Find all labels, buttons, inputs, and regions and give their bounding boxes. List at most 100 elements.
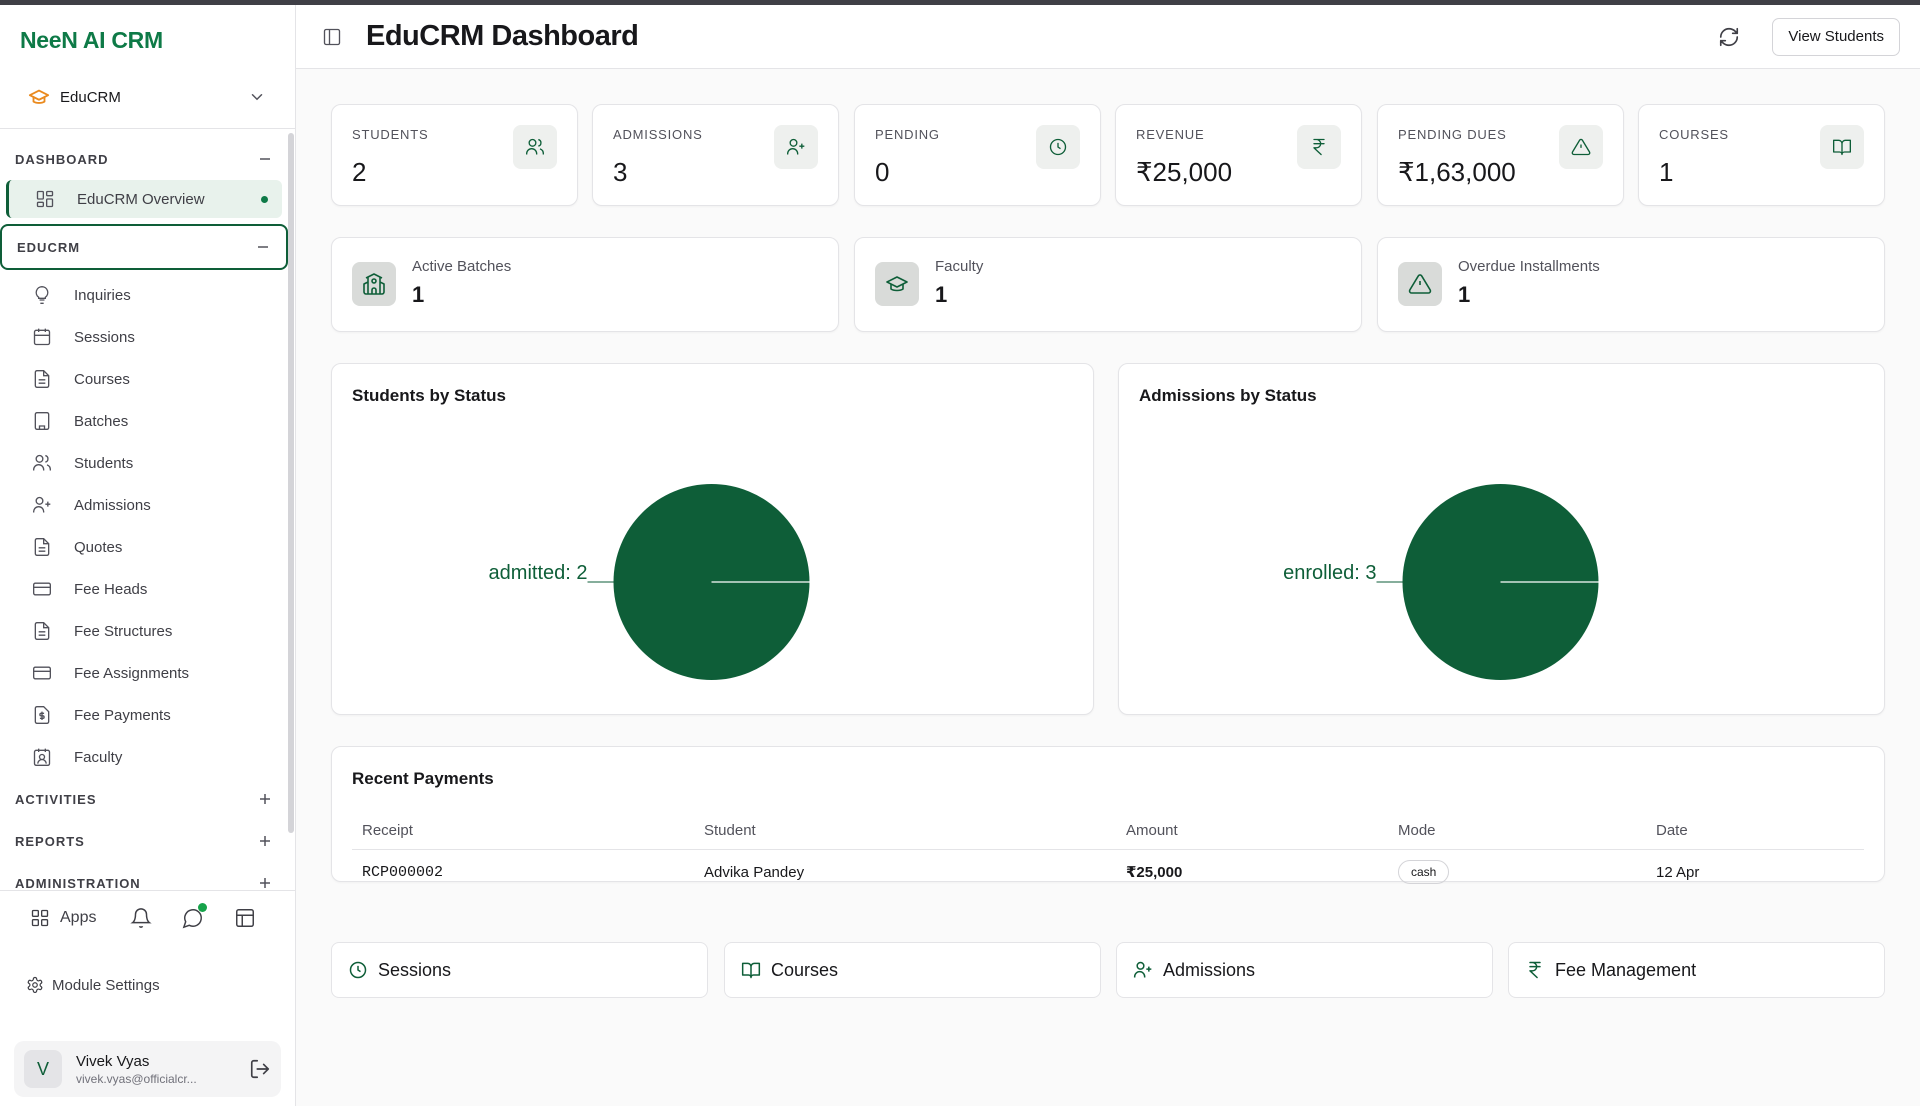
brand-logo[interactable]: NeeN AI CRM (20, 27, 163, 53)
mini-stat-label: Overdue Installments (1458, 258, 1600, 275)
clock-icon (1036, 125, 1080, 169)
chart-card-admissions-by-status: Admissions by Status enrolled: 3 (1118, 363, 1885, 715)
column-header-student[interactable]: Student (694, 813, 1116, 850)
sidebar-item-fee-structures[interactable]: Fee Structures (0, 610, 288, 652)
section-educrm-header[interactable]: EDUCRM (0, 224, 288, 270)
logout-icon[interactable] (249, 1058, 271, 1080)
apps-button[interactable]: Apps (30, 908, 96, 928)
top-header: EduCRM Dashboard View Students (296, 5, 1920, 69)
workspace-selector[interactable]: EduCRM (18, 73, 276, 121)
sidebar-item-quotes[interactable]: Quotes (0, 526, 288, 568)
mini-card-overdue-installments[interactable]: Overdue Installments 1 (1377, 237, 1885, 332)
receipt-dollar-icon (32, 705, 52, 725)
stat-card-admissions[interactable]: ADMISSIONS 3 (592, 104, 839, 206)
credit-card-icon (32, 663, 52, 683)
cell-student: Advika Pandey (704, 863, 805, 881)
collapse-icon (257, 151, 273, 167)
stat-card-revenue[interactable]: REVENUE ₹25,000 (1115, 104, 1362, 206)
quick-link-fee-management[interactable]: Fee Management (1508, 942, 1885, 998)
sidebar-item-inquiries[interactable]: Inquiries (0, 274, 288, 316)
chat-icon[interactable] (182, 903, 208, 929)
apps-grid-icon (30, 908, 50, 928)
module-settings-link[interactable]: Module Settings (0, 965, 295, 1005)
book-icon (1820, 125, 1864, 169)
table-header-row: Receipt Student Amount Mode Date (352, 813, 1864, 850)
column-header-amount[interactable]: Amount (1116, 813, 1388, 850)
column-header-date[interactable]: Date (1646, 813, 1864, 850)
sidebar-item-batches[interactable]: Batches (0, 400, 288, 442)
sidebar-item-label: Admissions (74, 496, 151, 514)
user-plus-icon (774, 125, 818, 169)
stat-value: ₹25,000 (1136, 157, 1233, 187)
cell-receipt: RCP000002 (362, 863, 444, 881)
sidebar-item-admissions[interactable]: Admissions (0, 484, 288, 526)
apps-label: Apps (60, 909, 97, 926)
stat-card-students[interactable]: STUDENTS 2 (331, 104, 578, 206)
sidebar-item-courses[interactable]: Courses (0, 358, 288, 400)
avatar: V (24, 1050, 62, 1088)
layout-icon[interactable] (234, 907, 256, 929)
mini-stat-value: 1 (1458, 282, 1471, 307)
user-profile-card[interactable]: V Vivek Vyas vivek.vyas@officialcr... (14, 1041, 281, 1097)
mini-stat-label: Active Batches (412, 258, 512, 275)
section-reports-header[interactable]: REPORTS (0, 820, 288, 862)
mini-card-faculty[interactable]: Faculty 1 (854, 237, 1362, 332)
recent-payments-title: Recent Payments (352, 769, 494, 788)
sidebar-item-faculty[interactable]: Faculty (0, 736, 288, 778)
mini-stat-label: Faculty (935, 258, 984, 275)
pie-slice-label: enrolled: 3 (1283, 562, 1376, 584)
module-settings-label: Module Settings (52, 976, 160, 994)
section-title: DASHBOARD (15, 151, 109, 167)
quick-link-admissions[interactable]: Admissions (1116, 942, 1493, 998)
warning-icon (1559, 125, 1603, 169)
stat-label: STUDENTS (352, 127, 429, 142)
sidebar-item-label: Fee Assignments (74, 664, 190, 682)
graduation-cap-icon (875, 262, 919, 306)
quick-link-label: Courses (771, 959, 839, 980)
dashboard-content: STUDENTS 2 ADMISSIONS 3 PENDING 0 REVENU… (296, 69, 1920, 1106)
refresh-icon[interactable] (1718, 26, 1740, 48)
stat-card-pending-dues[interactable]: PENDING DUES ₹1,63,000 (1377, 104, 1624, 206)
sidebar-item-sessions[interactable]: Sessions (0, 316, 288, 358)
sidebar-toggle-icon[interactable] (322, 27, 342, 47)
sidebar-item-label: EduCRM Overview (77, 190, 205, 208)
section-dashboard-header[interactable]: DASHBOARD (0, 138, 288, 180)
users-icon (32, 453, 52, 473)
column-header-mode[interactable]: Mode (1388, 813, 1646, 850)
rupee-icon (1525, 960, 1545, 980)
document-icon (32, 621, 52, 641)
expand-icon (257, 791, 273, 807)
payments-table: Receipt Student Amount Mode Date RCP0000… (352, 813, 1864, 895)
section-activities-header[interactable]: ACTIVITIES (0, 778, 288, 820)
chevron-down-icon (248, 88, 266, 106)
sidebar-item-fee-heads[interactable]: Fee Heads (0, 568, 288, 610)
chart-title: Admissions by Status (1139, 386, 1317, 405)
user-email: vivek.vyas@officialcr... (76, 1071, 197, 1086)
stat-value: 1 (1659, 157, 1674, 187)
quick-link-sessions[interactable]: Sessions (331, 942, 708, 998)
quick-link-courses[interactable]: Courses (724, 942, 1101, 998)
sidebar-scrollbar[interactable] (288, 133, 294, 833)
sidebar-item-label: Quotes (74, 538, 123, 556)
column-header-receipt[interactable]: Receipt (352, 813, 694, 850)
sidebar-item-fee-payments[interactable]: Fee Payments (0, 694, 288, 736)
workspace-label: EduCRM (60, 88, 121, 106)
dashboard-grid-icon (35, 189, 55, 209)
sidebar-item-fee-assignments[interactable]: Fee Assignments (0, 652, 288, 694)
unread-badge (198, 903, 208, 912)
sidebar-item-students[interactable]: Students (0, 442, 288, 484)
bell-icon[interactable] (130, 907, 153, 929)
section-administration-header[interactable]: ADMINISTRATION (0, 862, 288, 890)
view-students-button[interactable]: View Students (1772, 17, 1900, 56)
stat-card-courses[interactable]: COURSES 1 (1638, 104, 1885, 206)
stat-card-pending[interactable]: PENDING 0 (854, 104, 1101, 206)
sidebar-item-label: Fee Payments (74, 706, 171, 724)
page-title: EduCRM Dashboard (366, 20, 639, 52)
sidebar-item-educrm-overview[interactable]: EduCRM Overview (6, 180, 282, 218)
chart-title: Students by Status (352, 386, 506, 405)
mini-card-active-batches[interactable]: Active Batches 1 (331, 237, 839, 332)
sidebar-item-label: Courses (74, 370, 130, 388)
stat-value: 2 (352, 157, 367, 187)
table-row[interactable]: RCP000002 Advika Pandey ₹25,000 cash 12 … (352, 849, 1864, 895)
document-icon (32, 369, 52, 389)
